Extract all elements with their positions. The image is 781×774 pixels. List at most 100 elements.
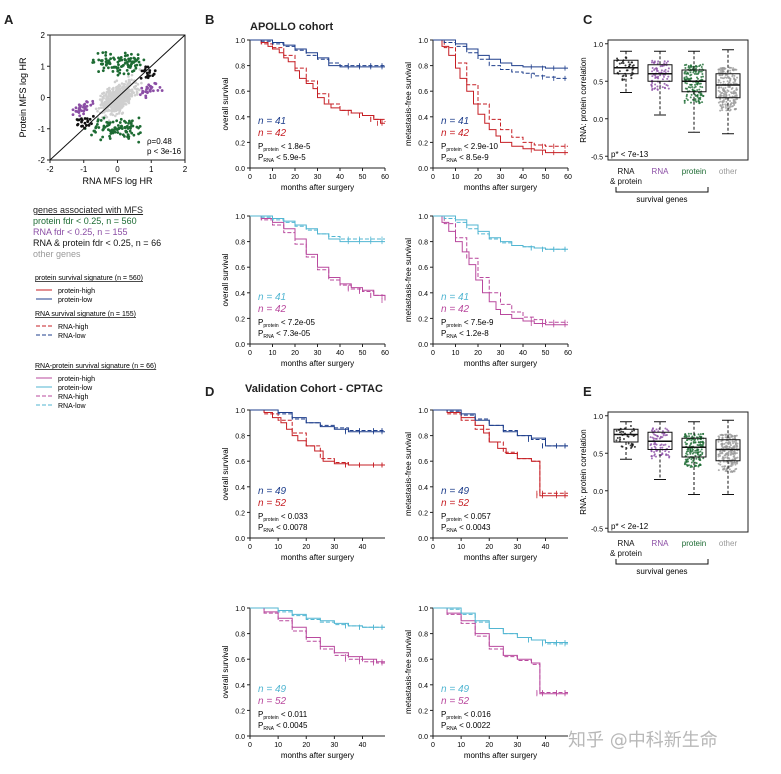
rna-gene-point: [71, 108, 75, 112]
protein-gene-point: [118, 57, 122, 61]
box-jitter-point: [691, 435, 694, 438]
box-jitter-point: [729, 444, 732, 447]
box-jitter-point: [733, 458, 736, 461]
box-jitter-point: [629, 432, 632, 435]
box-jitter-point: [695, 76, 698, 79]
box-jitter-point: [664, 68, 667, 71]
box-jitter-point: [664, 443, 667, 446]
both-gene-point: [81, 124, 84, 128]
both-gene-point: [83, 121, 87, 125]
box-jitter-point: [727, 90, 730, 93]
km-curve-RNA-low: [250, 607, 385, 628]
box-jitter-point: [697, 433, 700, 436]
identity-line: [49, 34, 186, 161]
box-jitter-point: [623, 78, 626, 81]
category-label: other: [719, 539, 738, 548]
box-jitter-point: [684, 458, 687, 461]
box-jitter-point: [733, 102, 736, 105]
km-curve-RNA-high: [433, 39, 568, 147]
box-jitter-point: [723, 88, 726, 91]
box-jitter-point: [651, 59, 654, 62]
box-jitter-point: [717, 469, 720, 472]
y-tick-label: 0.2: [418, 510, 428, 517]
box-jitter-point: [726, 73, 729, 76]
category-label: protein: [682, 539, 706, 548]
rna-gene-point: [154, 82, 158, 86]
signature-item-label: RNA-low: [58, 403, 87, 410]
box-jitter-point: [660, 69, 663, 72]
protein-gene-point: [101, 128, 105, 132]
box-jitter-point: [666, 77, 669, 80]
box-jitter-point: [661, 86, 664, 89]
km-cptac-os-red-blue: 1.0 0.8 0.6 0.4 0.2 0.00 10 20 30 40 months after …: [221, 408, 385, 562]
box-jitter-point: [721, 437, 724, 440]
category-label: RNA: [618, 539, 636, 548]
box-jitter-point: [721, 67, 724, 70]
box-jitter-point: [699, 441, 702, 444]
y-tick-label: 0.4: [235, 115, 245, 122]
km-apollo-os-red-blue: 1.0 0.8 0.6 0.4 0.2 0.00 10 20 30 40 50 60 months af…: [221, 38, 389, 192]
box-jitter-point: [719, 100, 722, 103]
box-jitter-point: [729, 78, 732, 81]
protein-gene-point: [113, 58, 116, 61]
box-jitter-point: [722, 468, 725, 471]
watermark: 知乎 @中科新生命: [568, 730, 718, 751]
other-gene-point: [100, 102, 104, 105]
protein-gene-point: [123, 61, 127, 65]
km-apollo-mfs-red-blue: 1.0 0.8 0.6 0.4 0.2 0.00 10 20 30 40 50 60 months af…: [404, 38, 572, 192]
protein-gene-point: [117, 63, 120, 67]
box-jitter-point: [701, 441, 704, 444]
x-tick-label: 20: [485, 742, 493, 749]
protein-gene-point: [104, 51, 108, 54]
x-tick-label: 10: [274, 742, 282, 749]
box-jitter-point: [731, 73, 734, 76]
box-jitter-point: [699, 96, 702, 99]
box-jitter-point: [734, 98, 737, 101]
box-jitter-point: [717, 95, 720, 98]
box-jitter-point: [717, 462, 720, 465]
box-jitter-point: [653, 69, 656, 72]
protein-gene-point: [115, 119, 119, 123]
box-jitter-point: [732, 99, 735, 102]
box-jitter-point: [690, 442, 693, 445]
x-tick-label: 40: [336, 350, 344, 357]
protein-gene-point: [123, 54, 127, 58]
box-jitter-point: [695, 65, 698, 68]
other-gene-point: [126, 89, 130, 93]
x-tick-label: 1: [149, 165, 154, 174]
box-jitter-point: [736, 445, 739, 448]
y-tick-label: 0.0: [235, 734, 245, 741]
box-jitter-point: [727, 76, 730, 79]
box-jitter-point: [724, 103, 727, 106]
signature-title: protein survival signature (n = 560): [35, 275, 143, 282]
other-gene-point: [98, 98, 102, 101]
km-curve-RNA-low: [433, 607, 568, 645]
box-jitter-point: [726, 105, 729, 108]
y-tick-label: 1.0: [235, 408, 245, 415]
other-gene-point: [130, 94, 134, 98]
box-jitter-point: [736, 456, 739, 459]
box-jitter-point: [697, 453, 700, 456]
box-jitter-point: [663, 62, 666, 65]
box-jitter-point: [699, 433, 702, 436]
box-jitter-point: [667, 70, 670, 73]
box-jitter-point: [654, 74, 657, 77]
other-gene-point: [140, 81, 143, 85]
box-jitter-point: [690, 432, 693, 435]
box-jitter-point: [653, 445, 656, 448]
p-protein: Pprotein < 1.8e-5: [258, 142, 311, 153]
box-jitter-point: [701, 101, 704, 104]
box-jitter-point: [661, 446, 664, 449]
box-jitter-point: [720, 92, 723, 95]
y-tick-label: 0.2: [418, 140, 428, 147]
box-jitter-point: [719, 71, 722, 74]
protein-gene-point: [116, 73, 120, 77]
box-jitter-point: [649, 444, 652, 447]
p-rna: PRNA < 8.5e-9: [441, 153, 489, 164]
x-tick-label: -1: [80, 165, 88, 174]
protein-gene-point: [99, 138, 103, 142]
x-tick-label: 40: [519, 350, 527, 357]
box-jitter-point: [622, 431, 625, 434]
box-jitter-point: [728, 445, 731, 448]
box-jitter-point: [718, 79, 721, 82]
